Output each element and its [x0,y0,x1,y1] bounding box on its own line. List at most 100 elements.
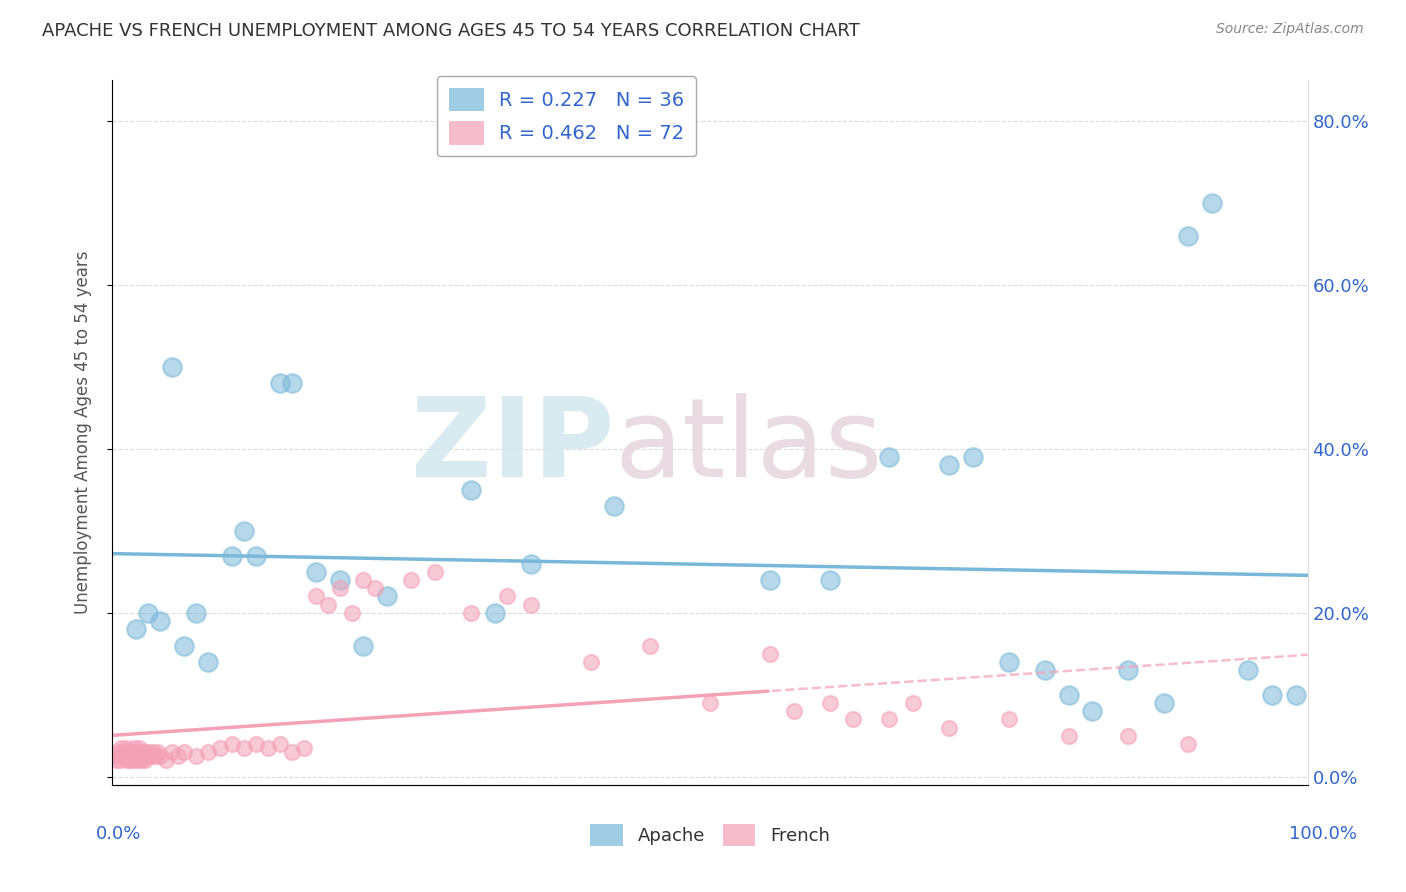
Point [759,647,782,661]
Point [305,590,328,604]
Point [138,606,160,620]
Point [938,458,960,473]
Point [186,749,208,764]
Text: Source: ZipAtlas.com: Source: ZipAtlas.com [1216,22,1364,37]
Point [107,745,129,759]
Legend: Apache, French: Apache, French [583,817,837,854]
Point [520,598,543,612]
Point [127,753,149,767]
Point [118,749,141,764]
Point [146,745,169,759]
Point [998,713,1021,727]
Point [245,549,267,563]
Point [759,573,782,587]
Point [316,598,339,612]
Point [125,622,148,636]
Point [281,745,304,759]
Point [879,450,901,465]
Point [1201,196,1223,211]
Point [1261,688,1284,702]
Point [138,745,160,759]
Point [352,573,374,587]
Point [111,749,134,764]
Point [105,753,128,767]
Point [162,360,183,375]
Point [329,582,352,596]
Point [460,606,482,620]
Point [115,753,138,767]
Point [292,741,315,756]
Point [112,745,135,759]
Point [699,696,721,710]
Point [281,376,304,391]
Point [117,745,139,759]
Point [121,745,143,759]
Point [108,753,131,767]
Point [128,741,150,756]
Point [131,745,153,759]
Point [134,753,156,767]
Point [269,737,291,751]
Point [520,557,543,571]
Point [1081,704,1104,718]
Point [1118,729,1140,743]
Point [149,614,172,628]
Point [173,745,195,759]
Point [125,745,148,759]
Point [903,696,925,710]
Point [962,450,984,465]
Point [377,590,399,604]
Point [142,745,165,759]
Point [782,704,804,718]
Point [197,745,219,759]
Point [425,565,447,579]
Text: 100.0%: 100.0% [1289,825,1357,843]
Point [129,753,152,767]
Point [135,745,157,759]
Point [938,721,960,735]
Y-axis label: Unemployment Among Ages 45 to 54 years: Unemployment Among Ages 45 to 54 years [73,251,91,615]
Point [136,749,159,764]
Point [401,573,423,587]
Point [186,606,208,620]
Point [1285,688,1308,702]
Point [1057,729,1080,743]
Point [114,741,136,756]
Point [640,639,662,653]
Point [305,565,328,579]
Point [149,749,172,764]
Point [329,573,352,587]
Point [197,655,219,669]
Point [122,741,145,756]
Point [352,639,374,653]
Point [121,753,143,767]
Point [842,713,865,727]
Point [257,741,280,756]
Text: APACHE VS FRENCH UNEMPLOYMENT AMONG AGES 45 TO 54 YEARS CORRELATION CHART: APACHE VS FRENCH UNEMPLOYMENT AMONG AGES… [42,22,860,40]
Point [818,573,841,587]
Point [245,737,267,751]
Point [1153,696,1175,710]
Point [132,749,155,764]
Point [105,749,128,764]
Point [879,713,901,727]
Point [145,749,167,764]
Point [460,483,482,497]
Point [1177,229,1199,244]
Point [1118,663,1140,677]
Point [129,749,152,764]
Point [155,753,177,767]
Point [221,549,243,563]
Point [124,749,146,764]
Point [139,749,162,764]
Text: 0.0%: 0.0% [96,825,141,843]
Point [603,500,626,514]
Point [818,696,841,710]
Text: ZIP: ZIP [411,393,614,500]
Point [496,590,519,604]
Point [484,606,506,620]
Point [998,655,1021,669]
Point [167,749,190,764]
Point [114,749,135,764]
Text: atlas: atlas [614,393,883,500]
